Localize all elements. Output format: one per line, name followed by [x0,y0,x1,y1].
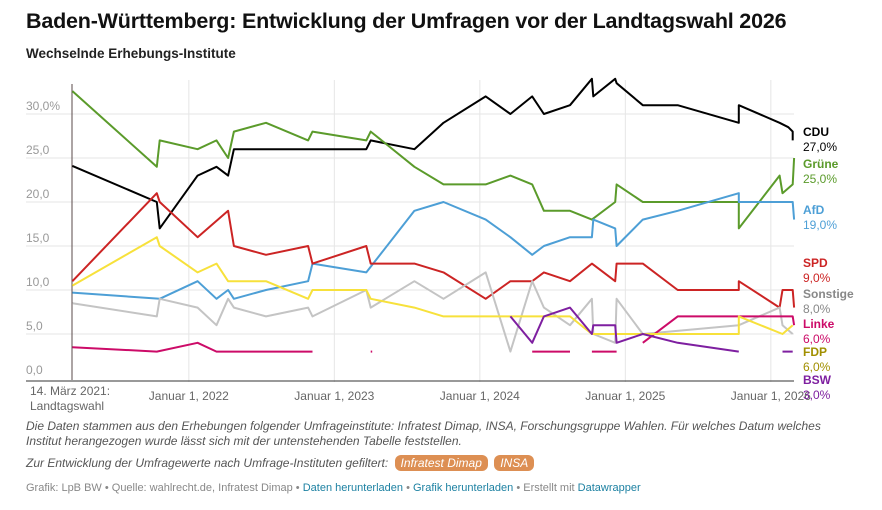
series-line-spd [71,192,796,309]
series-label-value: 27,0% [803,140,837,154]
filter-label: Zur Entwicklung der Umfragewerte nach Um… [26,456,389,470]
datawrapper-link[interactable]: Datawrapper [577,482,641,494]
y-tick-label: 30,0% [26,99,60,113]
series-label-name: CDU [803,125,829,139]
x-tick-label: Januar 1, 2023 [294,389,374,403]
series-line-sonstige [72,271,794,353]
series-label-value: 25,0% [803,172,837,186]
series-label-value: 3,0% [803,388,831,402]
series-label-name: SPD [803,256,828,270]
election-annotation: Landtagswahl [30,399,104,413]
y-tick-label: 0,0 [26,363,43,377]
series-label-name: AfD [803,203,825,217]
series-label-name: BSW [803,373,832,387]
series-label-name: FDP [803,345,827,359]
series-label-value: 19,0% [803,218,837,232]
series-label-value: 8,0% [803,302,831,316]
x-tick-label: Januar 1, 2025 [585,389,665,403]
series-label-value: 9,0% [803,271,831,285]
footer: Grafik: LpB BW • Quelle: wahlrecht.de, I… [26,482,641,494]
series-label-value: 6,0% [803,332,831,346]
x-tick-label: Januar 1, 2026 [731,389,811,403]
series-line-bsw [509,306,739,353]
series-line-linke [72,341,313,353]
series-line-linke [642,315,796,344]
series-label-name: Linke [803,317,835,331]
line-chart: 0,0 5,0 10,0 15,0 20,0 25,0 30,0% Januar 1, 20… [26,77,854,413]
y-tick-label: 15,0 [26,231,50,245]
chart-subtitle: Wechselnde Erhebungs-Institute [26,46,236,61]
series-line-fdp [71,236,794,335]
series-lines [71,77,796,353]
footer-sep: • [406,482,410,494]
y-tick-label: 5,0 [26,319,43,333]
chart-notes: Die Daten stammen aus den Erhebungen fol… [26,419,821,448]
series-line-afd [72,192,796,300]
series-line-cdu [72,77,794,230]
election-annotation: 14. März 2021: [30,384,110,398]
download-data-link[interactable]: Daten herunterladen [302,482,404,494]
y-axis: 0,0 5,0 10,0 15,0 20,0 25,0 30,0% [26,99,60,377]
download-graphic-link[interactable]: Grafik herunterladen [413,482,514,494]
x-tick-label: Januar 1, 2022 [149,389,229,403]
x-tick-label: Januar 1, 2024 [440,389,520,403]
filter-chip-insa[interactable]: INSA [494,455,535,471]
series-label-value: 6,0% [803,360,831,374]
y-tick-label: 25,0 [26,143,50,157]
series-line-grne [71,90,796,230]
grid [26,80,794,382]
filter-row: Zur Entwicklung der Umfragewerte nach Um… [26,455,535,471]
series-label-name: Sonstige [803,287,854,301]
footer-created-with: • Erstellt mit [516,482,575,494]
series-label-name: Grüne [803,157,839,171]
footer-credits: Grafik: LpB BW • Quelle: wahlrecht.de, I… [26,482,300,494]
y-tick-label: 20,0 [26,187,50,201]
chart-title: Baden-Württemberg: Entwicklung der Umfra… [26,9,787,33]
y-tick-label: 10,0 [26,275,50,289]
filter-chip-infratest[interactable]: Infratest Dimap [394,455,488,471]
x-axis: Januar 1, 2022 Januar 1, 2023 Januar 1, 20… [30,384,811,413]
